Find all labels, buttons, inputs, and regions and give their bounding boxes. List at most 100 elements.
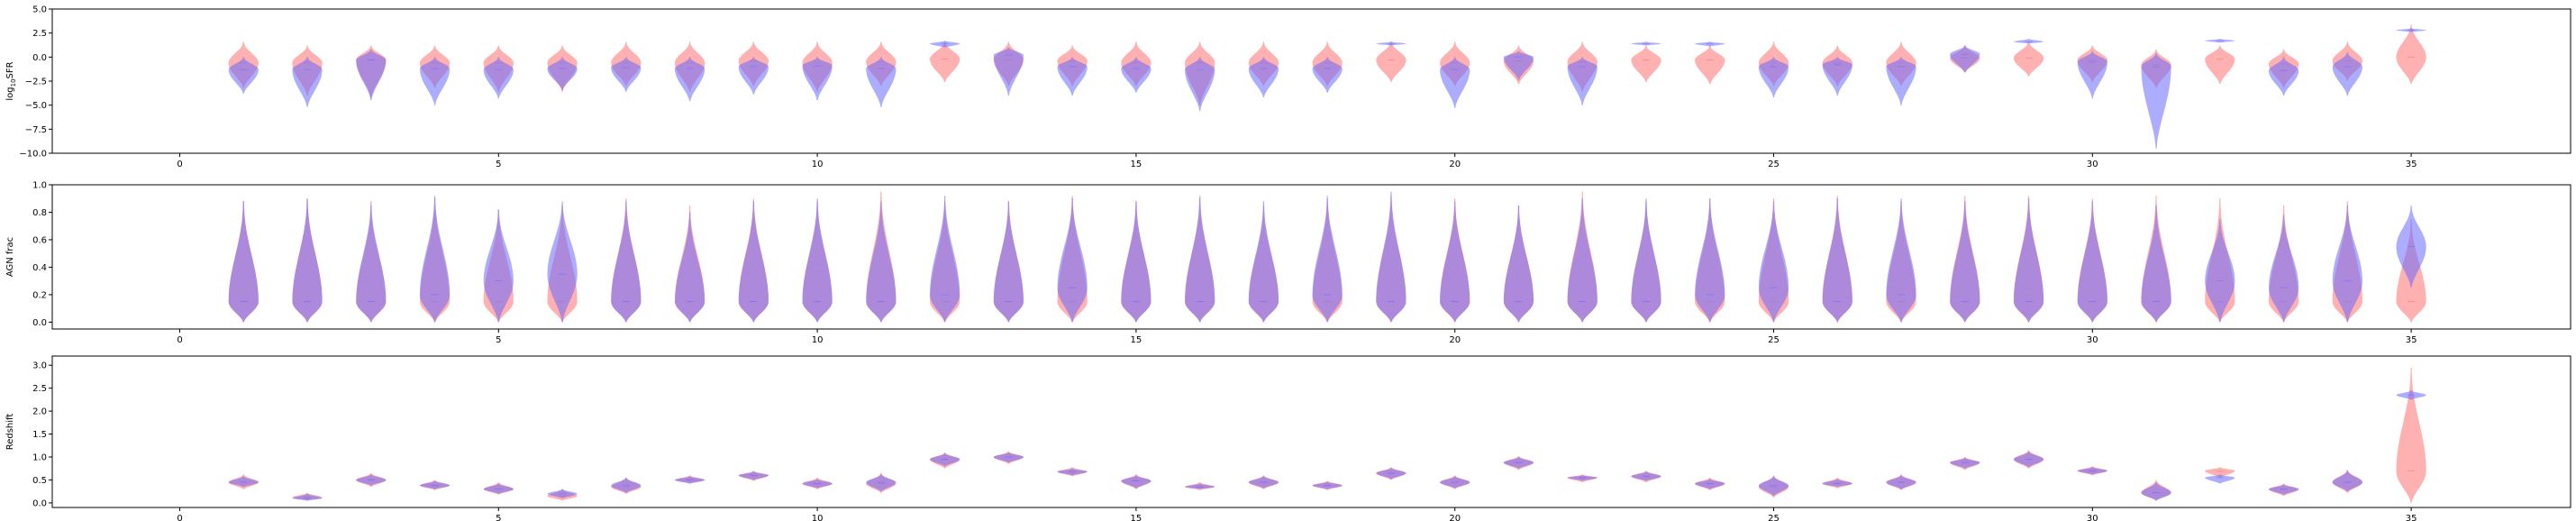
series-blue (228, 28, 2426, 149)
y-tick-label: 1.0 (32, 453, 47, 463)
y-tick-label: 0.0 (32, 498, 47, 508)
violin-blue-11 (866, 474, 897, 492)
violin-blue-14 (1057, 57, 1088, 96)
x-tick-label: 10 (812, 160, 824, 169)
violin-red-23 (1631, 45, 1661, 83)
x-tick-label: 0 (177, 514, 182, 521)
violin-blue-19 (1376, 191, 1406, 323)
violin-blue-5 (483, 57, 514, 99)
x-tick-label: 0 (177, 160, 182, 169)
y-tick-label: 1.0 (32, 181, 47, 191)
violin-blue-2 (292, 198, 323, 323)
violin-blue-9 (738, 57, 769, 95)
violin-blue-16 (1185, 483, 1215, 489)
violin-blue-12 (930, 452, 960, 467)
violin-blue-24 (1695, 41, 1725, 47)
y-tick-label: 2.5 (32, 384, 47, 394)
axes-frame (51, 355, 2571, 508)
violin-blue-28 (1950, 45, 1980, 73)
x-tick-label: 15 (1131, 160, 1142, 169)
violin-blue-13 (993, 201, 1024, 323)
x-tick-label: 0 (177, 335, 182, 345)
violin-blue-1 (228, 201, 259, 323)
violin-blue-14 (1057, 198, 1088, 323)
violin-blue-31 (2141, 482, 2171, 501)
violin-blue-29 (2013, 39, 2044, 44)
violin-blue-26 (1822, 198, 1852, 323)
x-tick-label: 25 (1768, 335, 1780, 345)
y-tick-label: 0.4 (32, 263, 47, 273)
violin-blue-34 (2332, 471, 2362, 492)
violin-blue-5 (483, 483, 514, 494)
violin-blue-25 (1758, 201, 1789, 323)
panel-2: 0 5 10 15 20 25 30 35 0.0 0.2 0.4 0.6 0.8 1.0 AGN frac (5, 181, 2571, 345)
violin-blue-27 (1886, 57, 1916, 105)
violin-blue-15 (1121, 475, 1151, 489)
violin-red-32 (2205, 45, 2235, 85)
violin-blue-25 (1758, 476, 1789, 497)
violin-blue-23 (1631, 198, 1661, 323)
violin-blue-10 (802, 57, 833, 101)
violin-blue-26 (1822, 57, 1852, 96)
violin-blue-28 (1950, 201, 1980, 323)
x-tick-label: 30 (2087, 160, 2098, 169)
violin-blue-21 (1503, 50, 1534, 80)
violin-blue-17 (1248, 201, 1279, 323)
x-tick-label: 25 (1768, 514, 1780, 521)
violin-blue-4 (420, 57, 451, 105)
x-tick-label: 35 (2406, 514, 2417, 521)
violin-blue-24 (1695, 198, 1725, 323)
violin-red-35 (2396, 24, 2426, 85)
violin-blue-1 (228, 476, 259, 488)
violin-blue-12 (930, 196, 960, 323)
series-blue (228, 191, 2426, 323)
violin-blue-1 (228, 57, 259, 94)
violin-blue-26 (1822, 479, 1852, 488)
violin-blue-18 (1312, 196, 1343, 323)
x-tick-label: 20 (1449, 160, 1461, 169)
violin-blue-10 (802, 198, 833, 323)
violin-blue-25 (1758, 57, 1789, 98)
violin-red-29 (2013, 41, 2044, 77)
violin-blue-2 (292, 57, 323, 107)
violin-blue-6 (547, 57, 578, 90)
y-axis-label: Redshift (5, 414, 15, 451)
x-tick-label: 5 (496, 514, 501, 521)
x-tick-label: 20 (1449, 335, 1461, 345)
violin-blue-17 (1248, 57, 1279, 98)
violin-blue-8 (675, 212, 705, 323)
violin-blue-7 (611, 201, 642, 323)
violin-blue-32 (2205, 219, 2235, 323)
violin-red-35 (2396, 367, 2426, 503)
violin-blue-34 (2332, 205, 2362, 323)
violin-blue-11 (866, 57, 897, 107)
y-tick-label: 5.0 (32, 5, 47, 15)
violin-blue-13 (993, 47, 1024, 96)
violin-blue-11 (866, 201, 897, 323)
y-tick-label: 2.5 (32, 29, 47, 39)
y-tick-label: 1.5 (32, 430, 47, 440)
y-tick-label: 0.5 (32, 476, 47, 486)
violin-blue-29 (2013, 198, 2044, 323)
violin-blue-32 (2205, 474, 2235, 484)
y-tick-label: −5.0 (25, 101, 47, 111)
y-axis-label: AGN frac (5, 237, 15, 277)
violin-blue-4 (420, 480, 451, 489)
violin-blue-21 (1503, 205, 1534, 323)
violin-blue-34 (2332, 52, 2362, 96)
y-tick-label: 0.8 (32, 208, 47, 218)
violin-blue-20 (1440, 201, 1470, 323)
violin-blue-15 (1121, 57, 1151, 93)
violin-blue-22 (1567, 198, 1597, 323)
panel-3: 0 5 10 15 20 25 30 35 0.0 0.5 1.0 1.5 2.0 2.5 3.0 Redsh… (5, 355, 2571, 521)
y-tick-label: 0.6 (32, 235, 47, 245)
x-tick-label: 25 (1768, 160, 1780, 169)
y-tick-label: 0.0 (32, 318, 47, 328)
violin-blue-22 (1567, 57, 1597, 105)
violin-blue-16 (1185, 57, 1215, 112)
violin-blue-3 (356, 49, 387, 101)
x-tick-label: 15 (1131, 335, 1142, 345)
violin-blue-9 (738, 471, 769, 480)
violin-red-24 (1695, 45, 1725, 85)
violin-blue-8 (675, 57, 705, 102)
